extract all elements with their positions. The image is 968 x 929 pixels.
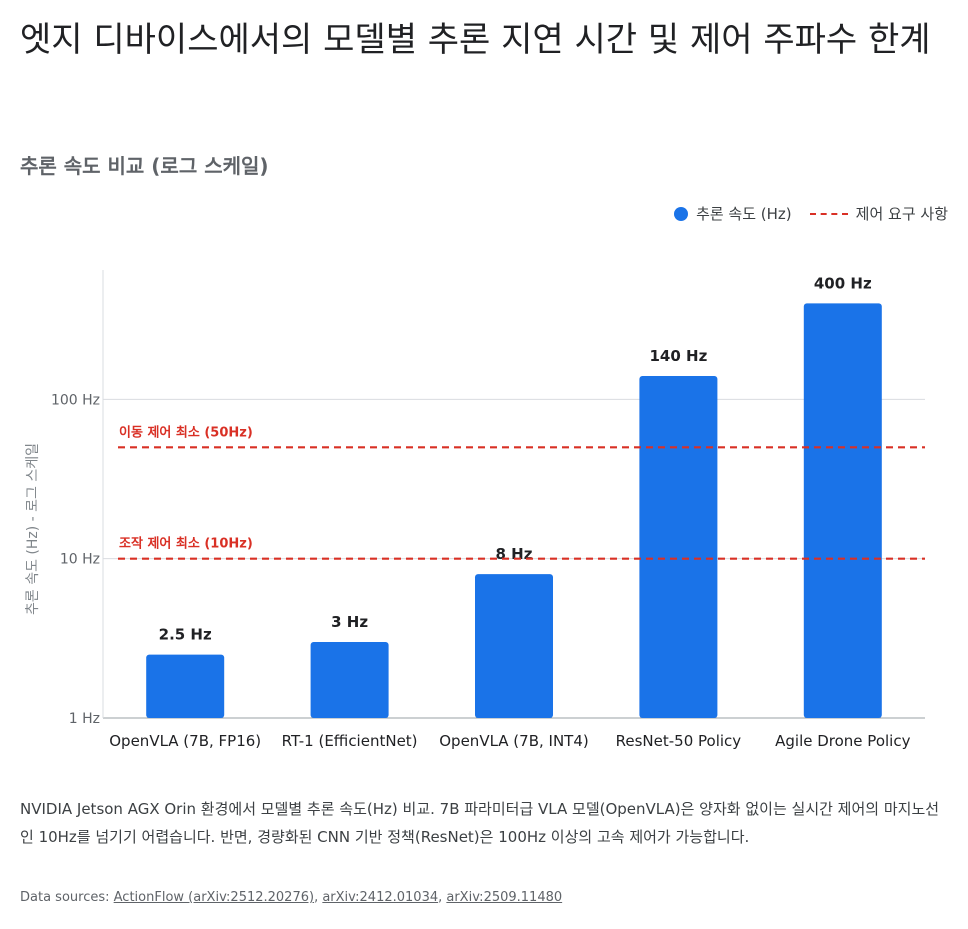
bar[interactable] [639, 376, 718, 718]
sources-prefix: Data sources: [20, 890, 114, 905]
legend-series-swatch [674, 206, 689, 221]
y-tick-label: 1 Hz [69, 711, 100, 727]
bar[interactable] [146, 654, 225, 718]
bar-data-label: 8 Hz [496, 545, 533, 563]
bar[interactable] [310, 641, 389, 718]
threshold-label: 조작 제어 최소 (10Hz) [119, 536, 253, 552]
bar[interactable] [475, 574, 553, 718]
legend-item-threshold[interactable]: 제어 요구 사항 [809, 203, 948, 224]
source-link-2[interactable]: arXiv:2412.01034 [322, 890, 439, 905]
x-tick-label: ResNet-50 Policy [616, 732, 742, 750]
threshold-label-bg [117, 420, 257, 441]
x-tick-label: OpenVLA (7B, INT4) [439, 732, 588, 750]
x-tick-label: OpenVLA (7B, FP16) [109, 732, 261, 750]
y-axis-title: 추론 속도 (Hz) - 로그 스케일 [25, 443, 41, 615]
source-link-1[interactable]: ActionFlow (arXiv:2512.20276) [113, 890, 315, 905]
threshold-label-bg [117, 531, 257, 552]
bar-data-label: 400 Hz [814, 274, 872, 292]
x-tick-label: RT-1 (EfficientNet) [282, 732, 418, 750]
legend-threshold-swatch [809, 212, 848, 215]
y-tick-label: 10 Hz [60, 552, 100, 568]
legend: 추론 속도 (Hz) 제어 요구 사항 [674, 203, 948, 224]
legend-threshold-label: 제어 요구 사항 [855, 205, 948, 223]
bar-data-label: 140 Hz [649, 347, 707, 365]
chart-description: NVIDIA Jetson AGX Orin 환경에서 모델별 추론 속도(Hz… [20, 800, 940, 846]
chart-subtitle: 추론 속도 비교 (로그 스케일) [20, 154, 269, 178]
y-tick-label: 100 Hz [51, 392, 100, 408]
legend-series-label: 추론 속도 (Hz) [696, 205, 792, 223]
x-tick-label: Agile Drone Policy [775, 732, 910, 750]
bar[interactable] [803, 303, 882, 718]
threshold-label: 이동 제어 최소 (50Hz) [119, 424, 253, 440]
bar-data-label: 3 Hz [331, 613, 368, 631]
chart-title: 엣지 디바이스에서의 모델별 추론 지연 시간 및 제어 주파수 한계 [20, 20, 931, 60]
data-sources: Data sources: ActionFlow (arXiv:2512.202… [20, 890, 563, 905]
bar-chart: 1 Hz 10 Hz 100 Hz 추론 속도 (Hz) - 로그 스케일 2.5 Hz… [25, 270, 925, 750]
legend-item-series[interactable]: 추론 속도 (Hz) [674, 203, 792, 224]
source-link-3[interactable]: arXiv:2509.11480 [446, 890, 563, 905]
bar-data-label: 2.5 Hz [159, 626, 212, 644]
